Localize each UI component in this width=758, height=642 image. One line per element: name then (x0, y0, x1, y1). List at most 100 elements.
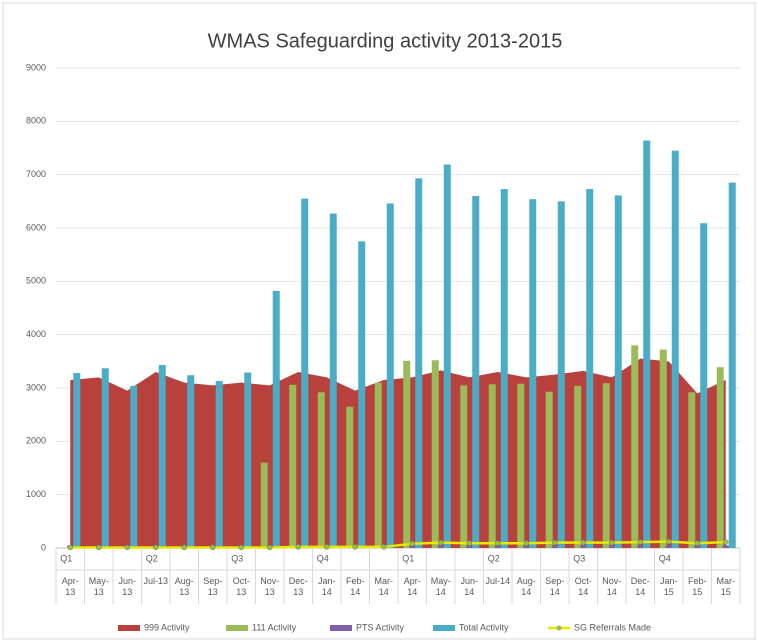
bar (289, 384, 297, 548)
line-marker (124, 544, 130, 551)
y-tick-label: 6000 (26, 222, 46, 232)
bar (73, 373, 81, 548)
line-marker (637, 539, 643, 545)
bar (517, 383, 525, 548)
bar (586, 189, 594, 549)
bar (460, 385, 468, 548)
x-tick-label: Oct-13 (232, 576, 250, 597)
line-marker (666, 538, 672, 545)
bar (187, 375, 195, 548)
bar (637, 545, 645, 548)
x-tick-label: Feb-15 (687, 576, 707, 597)
line-marker (523, 540, 529, 546)
x-tick-label: Jun-13 (118, 576, 136, 597)
x-tick-label: Aug-14 (516, 576, 536, 597)
bar (602, 383, 610, 548)
bar (694, 545, 702, 548)
bar (580, 545, 588, 548)
bar (523, 545, 531, 548)
x-tick-label: Mar-15 (716, 576, 736, 597)
line-marker (352, 544, 358, 550)
x-tick-label: Jun-14 (460, 576, 478, 597)
y-tick-label: 0 (41, 542, 46, 552)
line-marker (466, 540, 472, 546)
legend-label: 111 Activity (252, 622, 297, 632)
bar (472, 196, 480, 548)
bar (557, 201, 565, 549)
x-tick-label: Nov-13 (260, 576, 280, 597)
x-tick-label: Nov-14 (602, 576, 622, 597)
bar (551, 545, 559, 548)
line-marker (295, 544, 301, 550)
line-marker (238, 544, 244, 551)
x-tick-label: May-14 (430, 576, 451, 597)
x-tick-label: Sep-13 (203, 576, 223, 597)
y-tick-label: 2000 (26, 436, 46, 446)
line-marker (153, 544, 159, 551)
line-marker (324, 544, 330, 550)
legend-label: SG Referrals Made (574, 622, 651, 632)
line-marker (694, 540, 700, 546)
bar (409, 545, 417, 548)
x-tick-label: Jul-13 (143, 576, 168, 586)
bar (130, 385, 138, 548)
bar (608, 545, 616, 548)
bar (358, 241, 366, 549)
legend-label: PTS Activity (356, 622, 405, 632)
bar (215, 381, 223, 548)
bar (494, 545, 502, 548)
line-marker (210, 544, 216, 551)
legend-swatch (433, 625, 455, 631)
line (70, 540, 726, 549)
bar (415, 178, 423, 548)
legend-swatch (118, 625, 140, 631)
legend-swatch (330, 625, 352, 631)
bar (374, 382, 382, 548)
x-tick-label: Mar-14 (374, 576, 394, 597)
y-tick-label: 7000 (26, 169, 46, 179)
bar (700, 223, 708, 548)
x-tick-label: Jan-14 (317, 576, 336, 597)
bar (317, 392, 325, 548)
quarter-label: Q4 (659, 553, 671, 563)
bar (529, 199, 537, 548)
quarter-label: Q1 (402, 553, 414, 563)
y-tick-label: 5000 (26, 276, 46, 286)
x-tick-label: Oct-14 (574, 576, 592, 597)
line-marker (67, 544, 73, 551)
chart-title: WMAS Safeguarding activity 2013-2015 (208, 30, 563, 52)
bar (346, 406, 354, 548)
bar (488, 384, 496, 548)
bar (631, 345, 639, 548)
x-tick-label: Apr-14 (403, 576, 421, 597)
bar (716, 367, 724, 548)
area (70, 358, 726, 548)
y-tick-label: 1000 (26, 489, 46, 499)
bar (614, 195, 622, 548)
x-tick-label: Sep-14 (545, 576, 565, 597)
x-tick-label: Dec-13 (288, 576, 308, 597)
quarter-label: Q4 (317, 553, 329, 563)
bar (443, 164, 451, 549)
legend-label: 999 Activity (144, 622, 190, 632)
bar (101, 368, 109, 548)
bar (386, 203, 394, 548)
line-marker (609, 539, 615, 546)
x-tick-label: Dec-14 (630, 576, 650, 597)
quarter-label: Q3 (231, 553, 243, 563)
bar (466, 545, 474, 548)
bar (688, 392, 696, 548)
bar (671, 150, 679, 548)
line-marker (723, 539, 729, 545)
line-marker (96, 544, 102, 551)
bar (643, 140, 651, 549)
bar (437, 545, 445, 548)
y-tick-label: 3000 (26, 382, 46, 392)
x-tick-label: Jul-14 (485, 576, 510, 586)
line-marker (495, 540, 501, 546)
bar (574, 385, 582, 548)
line-marker (580, 539, 586, 546)
line-marker (381, 544, 387, 550)
quarter-label: Q2 (488, 553, 500, 563)
